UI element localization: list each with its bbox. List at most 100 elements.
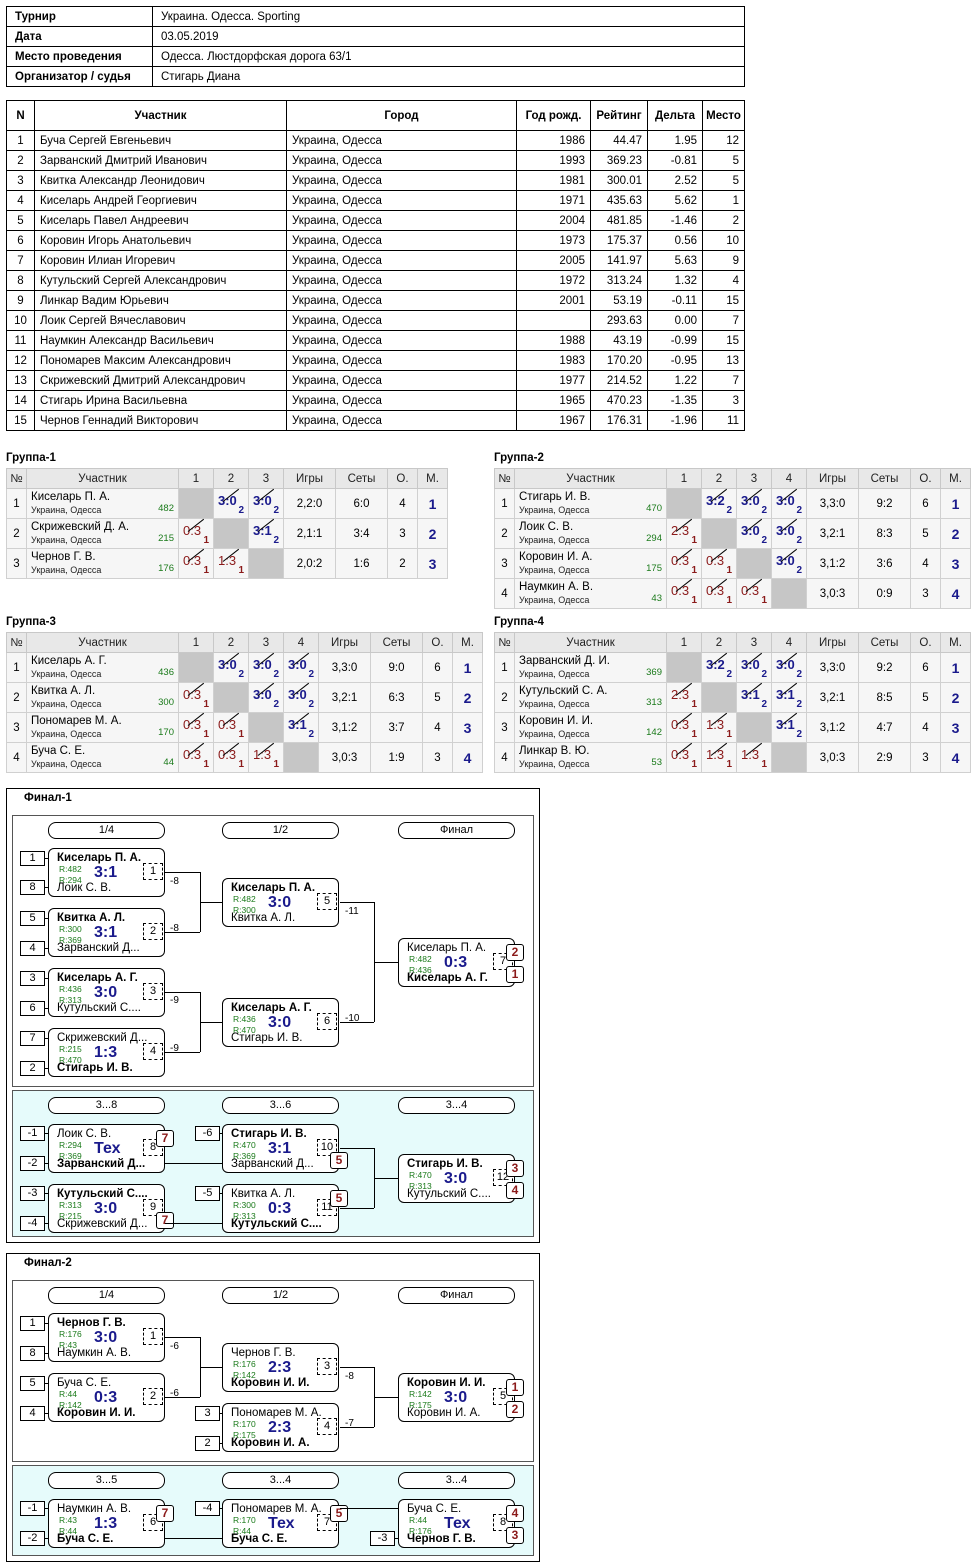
- participant-row: 3 Квитка Александр Леонидович Украина, Оде…: [6, 170, 745, 191]
- group-header: №: [494, 632, 515, 653]
- group-result-score: 3:0: [776, 522, 795, 538]
- participant-place: 4: [702, 270, 745, 291]
- participant-rating: 369.23: [590, 150, 648, 171]
- group-games: 3,3:0: [806, 488, 859, 519]
- match-player1: Чернов Г. В.: [57, 1317, 126, 1329]
- group-header: Игры: [806, 632, 859, 653]
- bracket-line: [165, 1163, 222, 1164]
- group-result-points: 1: [761, 594, 767, 606]
- match-score: 0:3: [444, 954, 468, 971]
- group-result-points: 2: [238, 668, 244, 680]
- group-result-points: 2: [238, 504, 244, 516]
- group-result-score: 0:3: [671, 746, 690, 762]
- final-title: Финал-1: [24, 792, 72, 804]
- group-result-score: 0:3: [671, 716, 690, 732]
- bracket-line: [45, 1038, 48, 1039]
- group-result-cell: 0:3 1: [178, 682, 214, 713]
- group-player-city: Украина, Одесса: [31, 698, 102, 709]
- group-self-cell: [771, 578, 807, 609]
- bracket-line: [165, 1397, 200, 1398]
- group-result-score: 3:0: [741, 492, 760, 508]
- bracket-line: [374, 1397, 398, 1398]
- group-result-points: 1: [761, 758, 767, 770]
- group-result: 0:3 1: [179, 548, 213, 578]
- info-row: Турнир Украина. Одесса. Sporting: [6, 6, 745, 27]
- group-result: 3:0 2: [772, 548, 806, 578]
- match-rating2: R:300: [233, 905, 256, 915]
- group-player: Коровин И. И. Украина, Одесса 142: [514, 712, 667, 743]
- group-result-score: 3:0: [288, 686, 307, 702]
- group-result-score: 3:0: [218, 656, 237, 672]
- group-row: 2 Лоик С. В. Украина, Одесса 294 2:3 1 3:0 2 3:0…: [494, 518, 971, 549]
- group-result-score: 3:0: [288, 656, 307, 672]
- participants-header: Рейтинг: [590, 100, 648, 131]
- match-rating1: R:300: [59, 924, 82, 934]
- bracket-line: [340, 902, 374, 903]
- participant-delta: 1.32: [647, 270, 703, 291]
- seed-box: 4: [20, 1406, 45, 1421]
- match-player1: Стигарь И. В.: [407, 1158, 483, 1170]
- match-player2: Коровин И. И.: [231, 1377, 310, 1389]
- participant-row: 4 Киселарь Андрей Георгиевич Украина, Одес…: [6, 190, 745, 211]
- match-place-bottom: 2: [506, 1401, 524, 1418]
- group-result-points: 1: [203, 698, 209, 710]
- group-result-points: 2: [726, 504, 732, 516]
- match-rating1: R:215: [59, 1044, 82, 1054]
- match-rating1: R:176: [59, 1329, 82, 1339]
- group-result-score: 1:3: [741, 746, 760, 762]
- bracket-line: [45, 1538, 48, 1539]
- group-points: 4: [387, 488, 418, 519]
- bracket-line: [220, 1443, 222, 1444]
- match-player1: Буча С. Е.: [407, 1503, 462, 1515]
- group-player: Наумкин А. В. Украина, Одесса 43: [514, 578, 667, 609]
- group-header: 3: [248, 632, 284, 653]
- match-score: Тех: [94, 1140, 121, 1157]
- group-result-points: 2: [761, 698, 767, 710]
- participant-row: 6 Коровин Игорь Анатольевич Украина, Одесс…: [6, 230, 745, 251]
- group-result: 3:1 2: [737, 682, 771, 712]
- group-result: 2:3 1: [667, 518, 701, 548]
- group-result-score: 3:0: [253, 492, 272, 508]
- participant-place: 7: [702, 370, 745, 391]
- group-result: 3:0 2: [737, 488, 771, 518]
- group-place: 2: [940, 682, 971, 713]
- match-player2: Зарванский Д...: [57, 942, 140, 954]
- group-result: 3:0 2: [214, 488, 248, 518]
- participant-row: 1 Буча Сергей Евгеньевич Украина, Одесса 19…: [6, 130, 745, 151]
- match-rating1: R:44: [59, 1389, 77, 1399]
- group-result-cell: 0:3 1: [666, 548, 702, 579]
- bracket-line: [45, 887, 48, 888]
- group-place: 2: [940, 518, 971, 549]
- match-player2: Кутульский С....: [231, 1218, 322, 1230]
- match-score: 2:3: [268, 1359, 292, 1376]
- seed-box: -2: [20, 1156, 45, 1171]
- match-score: 1:3: [94, 1044, 118, 1061]
- participants-header: Город: [286, 100, 517, 131]
- bracket-line: [200, 1022, 222, 1023]
- group-place: 3: [452, 712, 483, 743]
- group-result-points: 2: [761, 668, 767, 680]
- seed-box: -1: [20, 1501, 45, 1516]
- bracket-line: [45, 1508, 48, 1509]
- group-result: 3:1 2: [772, 682, 806, 712]
- group-player-number: 3: [6, 712, 27, 743]
- bracket-line: [45, 1413, 48, 1414]
- match-place-top: 5: [330, 1190, 348, 1207]
- match-place-top: 7: [156, 1130, 174, 1147]
- participant-rating: 481.85: [590, 210, 648, 231]
- match-player2: Скрижевский Д...: [57, 1218, 148, 1230]
- participant-birth-year: 1972: [516, 270, 591, 291]
- bracket-line: [374, 962, 398, 963]
- match-player1: Наумкин А. В.: [57, 1503, 132, 1515]
- participant-rating: 214.52: [590, 370, 648, 391]
- group-self-cell: [283, 742, 319, 773]
- match-player2: Квитка А. Л.: [231, 912, 296, 924]
- match-player2: Зарванский Д...: [57, 1158, 146, 1170]
- group-result-cell: 3:1 2: [771, 682, 807, 713]
- participant-birth-year: 1977: [516, 370, 591, 391]
- group-games: 3,1:2: [806, 548, 859, 579]
- group-header-row: № Участник 1 2 3 Игры Сеты О. М.: [6, 468, 448, 489]
- match-player2: Наумкин А. В.: [57, 1347, 132, 1359]
- group-result-points: 1: [203, 564, 209, 576]
- group-points: 5: [910, 682, 941, 713]
